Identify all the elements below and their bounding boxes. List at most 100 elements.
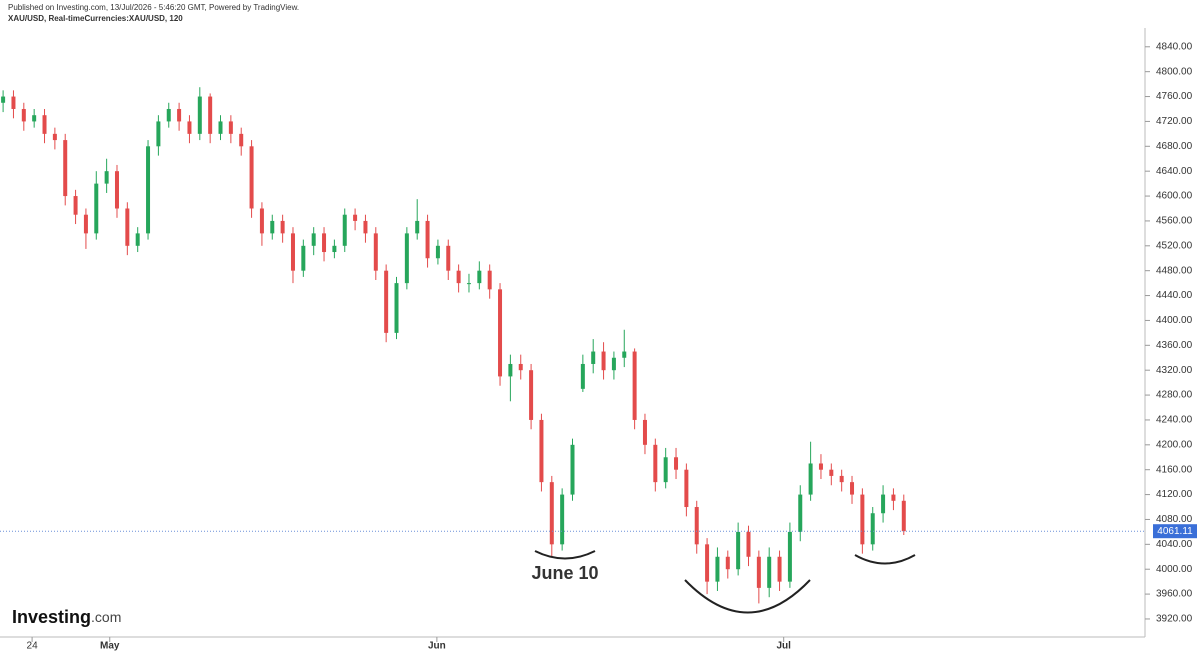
candle-body — [1, 96, 6, 103]
candle-body — [622, 351, 627, 358]
candle-body — [560, 494, 565, 545]
annotation: June 10 — [531, 563, 598, 583]
pattern-arc — [684, 579, 811, 614]
y-tick-label: 4840.00 — [1156, 41, 1193, 52]
candle-body — [446, 245, 451, 271]
candle-body — [114, 171, 119, 209]
candle-body — [839, 475, 844, 483]
candle-body — [11, 96, 16, 109]
candle-body — [322, 233, 327, 253]
candle-body — [725, 556, 730, 570]
y-tick-label: 4440.00 — [1156, 290, 1193, 301]
candle-body — [83, 214, 88, 234]
y-tick-label: 4000.00 — [1156, 564, 1193, 575]
candle-body — [860, 494, 865, 545]
y-tick-label: 4160.00 — [1156, 464, 1193, 475]
candle-body — [301, 245, 306, 271]
candle-body — [477, 270, 482, 284]
candle-body — [456, 270, 461, 284]
y-tick-label: 4800.00 — [1156, 66, 1193, 77]
candle-body — [21, 108, 26, 122]
candle-body — [529, 370, 534, 420]
plot — [1, 87, 906, 604]
candle-body — [767, 556, 772, 588]
candle-body — [715, 556, 720, 582]
candle-body — [177, 108, 182, 122]
candle-body — [435, 245, 440, 259]
candle-body — [642, 419, 647, 445]
candle-body — [870, 513, 875, 545]
candle-body — [663, 457, 668, 483]
candle-body — [125, 208, 130, 246]
subheader: XAU/USD, Real-timeCurrencies:XAU/USD, 12… — [8, 14, 183, 23]
candle-body — [518, 363, 523, 371]
candle-body — [818, 463, 823, 470]
candle-body — [249, 146, 254, 209]
candle-body — [353, 214, 358, 221]
x-tick-label: Jul — [776, 641, 791, 652]
last-price-box — [1153, 524, 1197, 539]
candle-body — [736, 531, 741, 570]
y-tick-label: 4120.00 — [1156, 489, 1193, 500]
candle-body — [63, 140, 68, 197]
candle-body — [280, 220, 285, 234]
candle-body — [549, 482, 554, 545]
candle-body — [94, 183, 99, 234]
y-tick-label: 4040.00 — [1156, 539, 1193, 550]
x-tick-label: 24 — [27, 641, 39, 652]
candle-body — [259, 208, 264, 234]
candle-body — [52, 133, 57, 141]
candle-body — [332, 245, 337, 253]
candle-body — [42, 115, 47, 134]
y-tick-label: 4520.00 — [1156, 240, 1193, 251]
candle-body — [270, 220, 275, 234]
candle-body — [218, 121, 223, 134]
y-tick-label: 4360.00 — [1156, 340, 1193, 351]
candle-body — [394, 283, 399, 333]
candle-body — [705, 544, 710, 582]
candle-body — [756, 556, 761, 588]
candle-body — [808, 463, 813, 495]
candle-body — [684, 469, 689, 508]
candle-body — [73, 196, 78, 215]
candle-body — [829, 469, 834, 476]
candle-body — [415, 220, 420, 234]
candle-body — [166, 108, 171, 122]
last-price-label: 4061.11 — [1157, 526, 1193, 537]
candle-body — [901, 500, 906, 532]
pattern-arc — [534, 550, 596, 560]
y-tick-label: 4400.00 — [1156, 315, 1193, 326]
candle-body — [239, 133, 244, 147]
candle-body — [342, 214, 347, 246]
candle-body — [135, 233, 140, 246]
y-tick-label: 3960.00 — [1156, 589, 1193, 600]
y-tick-label: 4680.00 — [1156, 141, 1193, 152]
candle-body — [104, 171, 109, 184]
y-tick-label: 4760.00 — [1156, 91, 1193, 102]
candle-body — [787, 531, 792, 582]
y-tick-label: 4560.00 — [1156, 216, 1193, 227]
y-tick-label: 4720.00 — [1156, 116, 1193, 127]
y-tick-label: 4280.00 — [1156, 390, 1193, 401]
pattern-arc — [854, 554, 916, 565]
candle-body — [208, 96, 213, 134]
candle-body — [632, 351, 637, 420]
candle-body — [746, 531, 751, 557]
logo-suffix: .com — [91, 609, 121, 625]
candle-body — [425, 220, 430, 259]
candle-body — [539, 419, 544, 483]
candle-body — [487, 270, 492, 290]
candle-body — [373, 233, 378, 271]
candle-body — [591, 351, 596, 364]
candle-body — [146, 146, 151, 234]
logo: Investing.com — [12, 607, 121, 627]
candle-body — [290, 233, 295, 271]
logo-main: Investing — [12, 607, 91, 627]
y-tick-label: 4200.00 — [1156, 439, 1193, 450]
candle-body — [311, 233, 316, 246]
candle-body — [777, 556, 782, 582]
candle-body — [601, 351, 606, 371]
candle-body — [891, 494, 896, 501]
candle-body — [570, 444, 575, 495]
